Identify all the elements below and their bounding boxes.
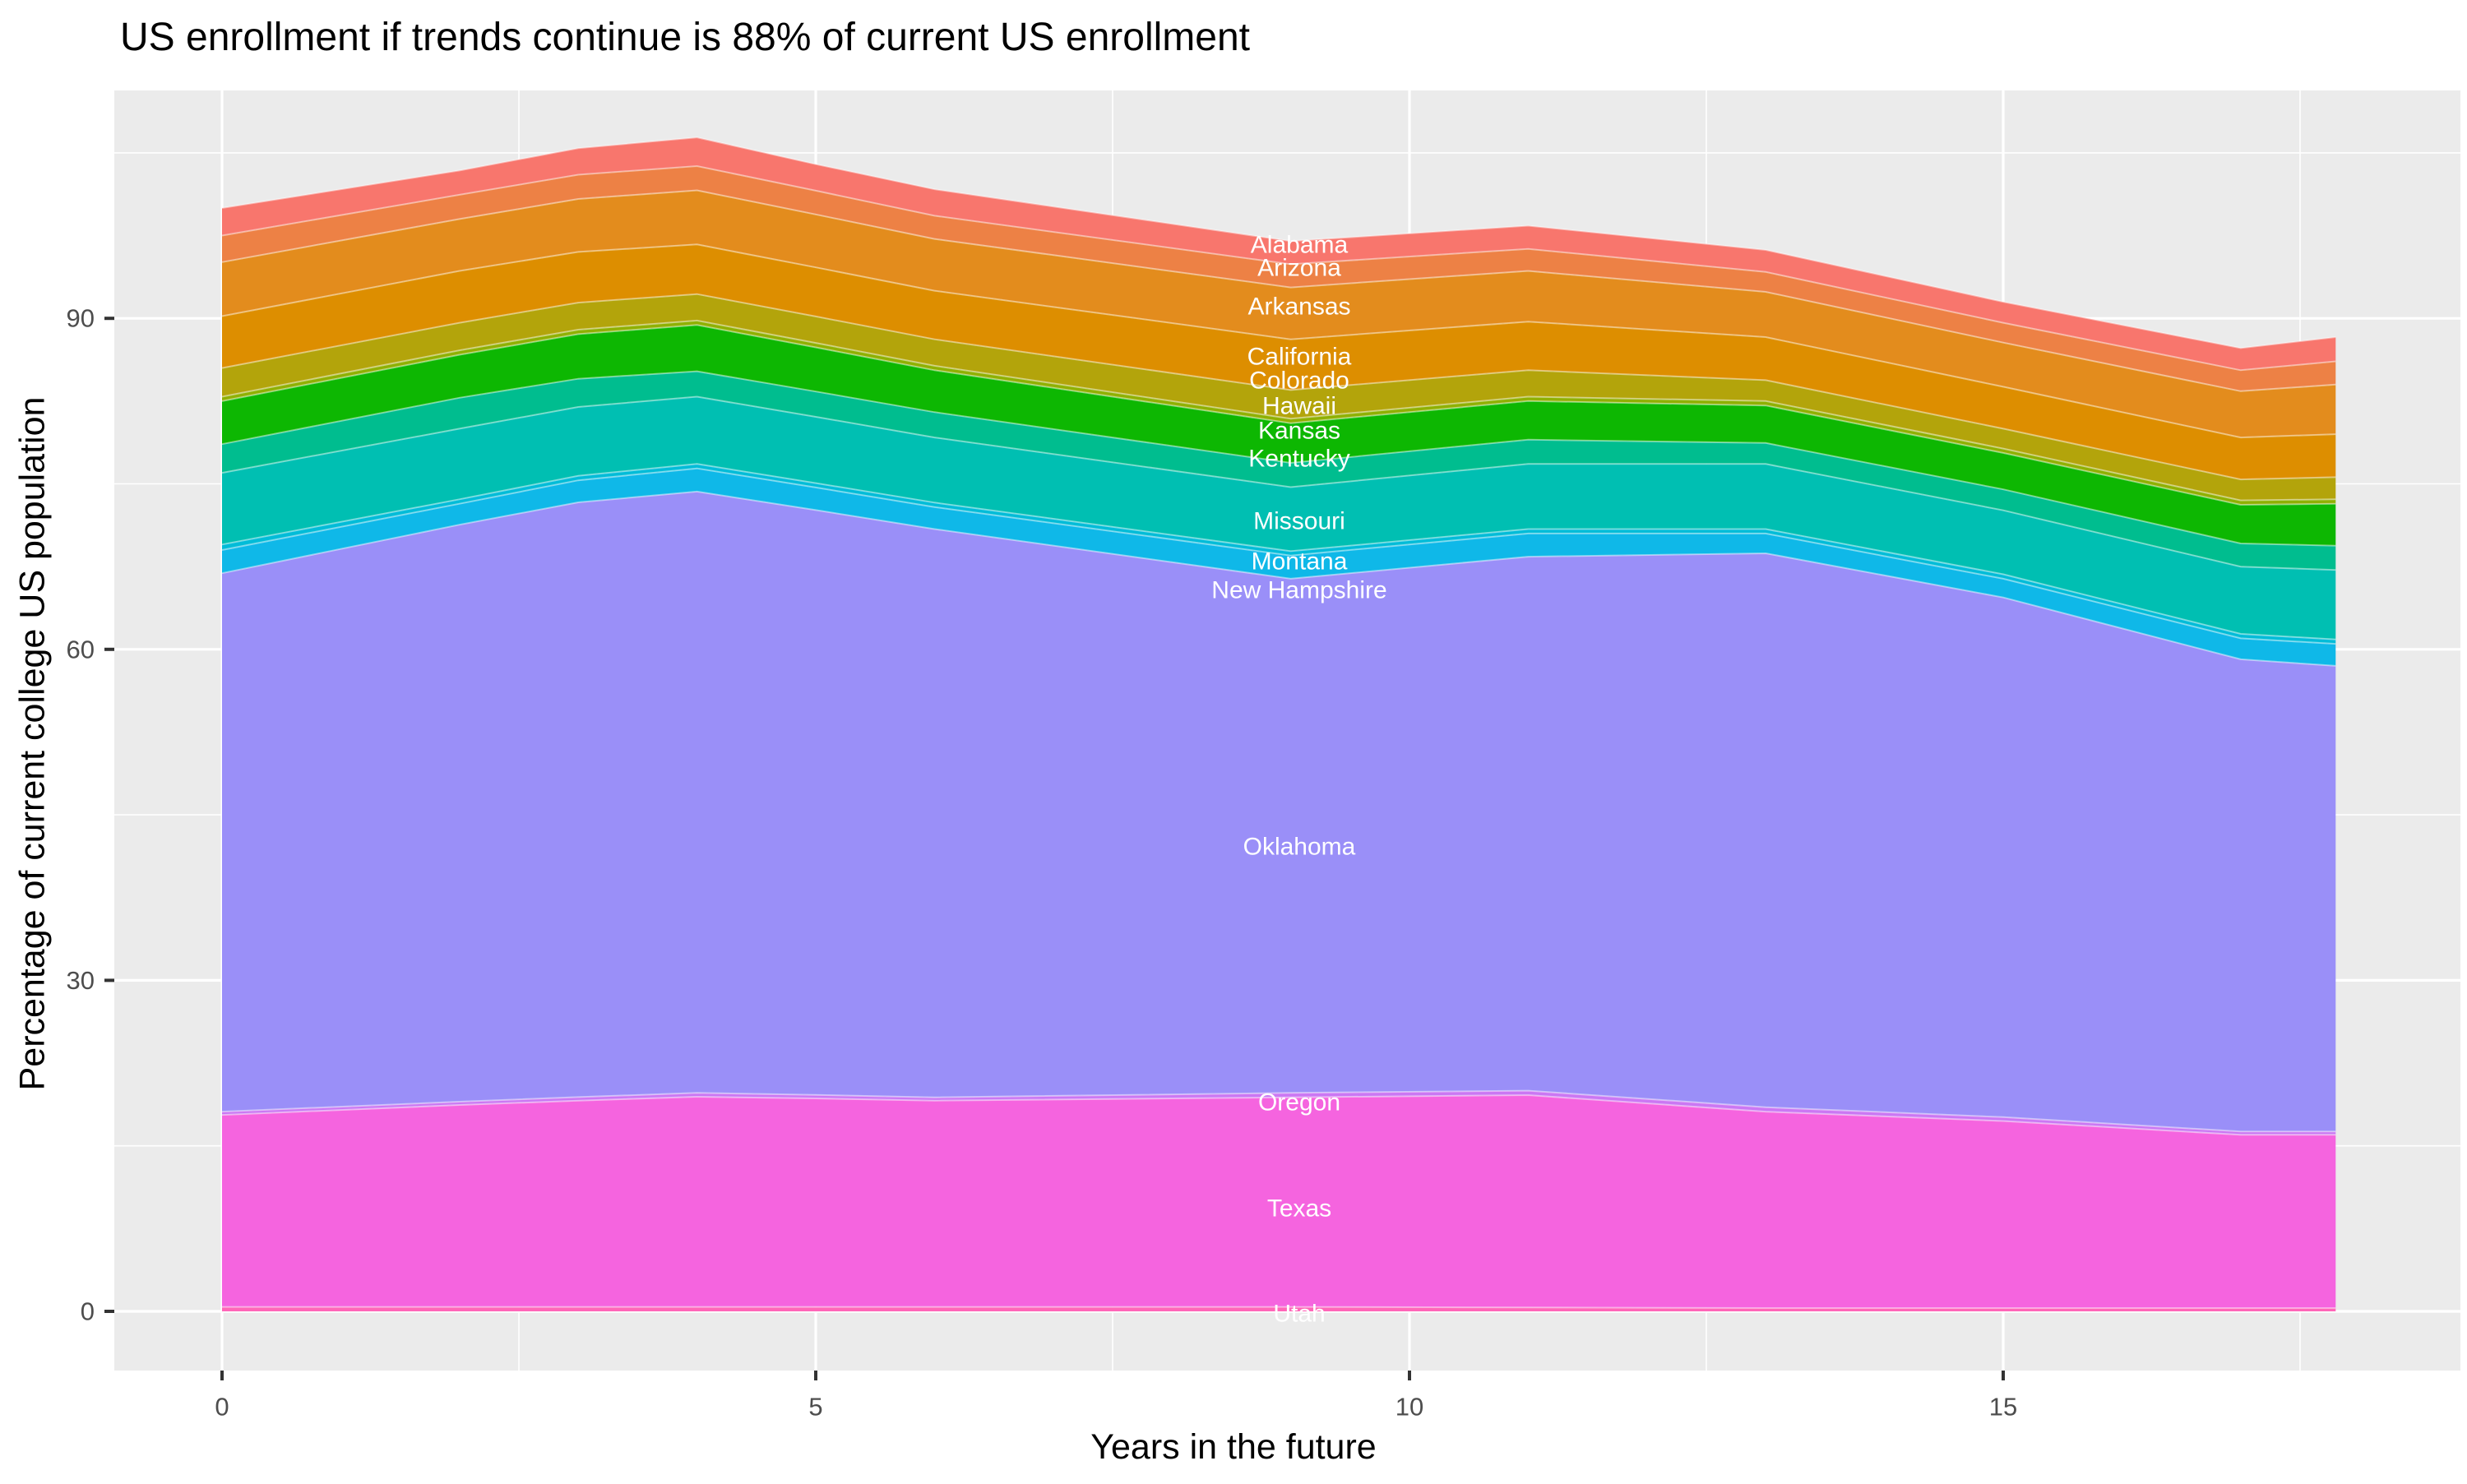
band-outline [221,324,2336,506]
area-band-kansas [222,325,2336,546]
state-label-oklahoma: Oklahoma [1243,834,1356,861]
band-outline [221,1093,2336,1136]
state-label-new-hampshire: New Hampshire [1211,577,1386,604]
y-tick-label: 60 [67,635,95,663]
band-outline [221,293,2336,481]
area-band-alabama [222,137,2336,371]
area-band-arizona [222,166,2336,391]
band-outline [221,243,2336,439]
y-tick-label: 30 [67,966,95,995]
y-axis-title: Percentage of current college US populat… [12,396,53,1091]
area-band-arkansas [222,190,2336,438]
state-label-texas: Texas [1267,1195,1331,1223]
area-band-missouri [222,396,2336,640]
band-outline [221,463,2336,640]
state-label-alabama: Alabama [1251,232,1349,259]
y-tick-label: 90 [67,304,95,333]
state-label-kansas: Kansas [1258,418,1340,445]
area-band-utah [222,1306,2336,1311]
area-band-texas [222,1095,2336,1308]
area-band-new-hampshire [222,468,2336,666]
page-title: US enrollment if trends continue is 88% … [120,16,1250,59]
band-outline [222,1306,2336,1309]
state-label-california: California [1247,344,1352,371]
state-label-colorado: Colorado [1249,368,1349,395]
area-band-california [222,244,2336,480]
band-outline [221,319,2336,502]
state-label-arizona: Arizona [1257,255,1341,282]
state-label-arkansas: Arkansas [1247,294,1350,321]
y-tick-label: 0 [81,1297,95,1326]
state-label-montana: Montana [1252,548,1348,576]
area-band-montana [222,464,2336,645]
band-outline [221,370,2336,547]
x-tick-label: 10 [1395,1393,1423,1422]
state-label-missouri: Missouri [1253,508,1345,535]
band-outline [221,395,2336,571]
band-outline [221,136,2336,349]
x-tick-label: 0 [215,1393,229,1422]
band-outline [221,467,2336,645]
state-label-hawaii: Hawaii [1262,393,1336,420]
x-tick-label: 5 [808,1393,822,1422]
area-band-colorado [222,294,2336,501]
state-label-kentucky: Kentucky [1248,446,1349,473]
area-band-kentucky [222,371,2336,571]
band-outline [221,189,2336,392]
band-outline [221,164,2336,372]
x-tick-label: 15 [1989,1393,2017,1422]
band-outline [221,1089,2336,1133]
state-label-utah: Utah [1273,1301,1325,1328]
area-band-oklahoma [222,491,2336,1132]
band-outline [221,490,2336,667]
state-label-oregon: Oregon [1258,1089,1340,1116]
x-axis-title: Years in the future [1090,1427,1377,1467]
